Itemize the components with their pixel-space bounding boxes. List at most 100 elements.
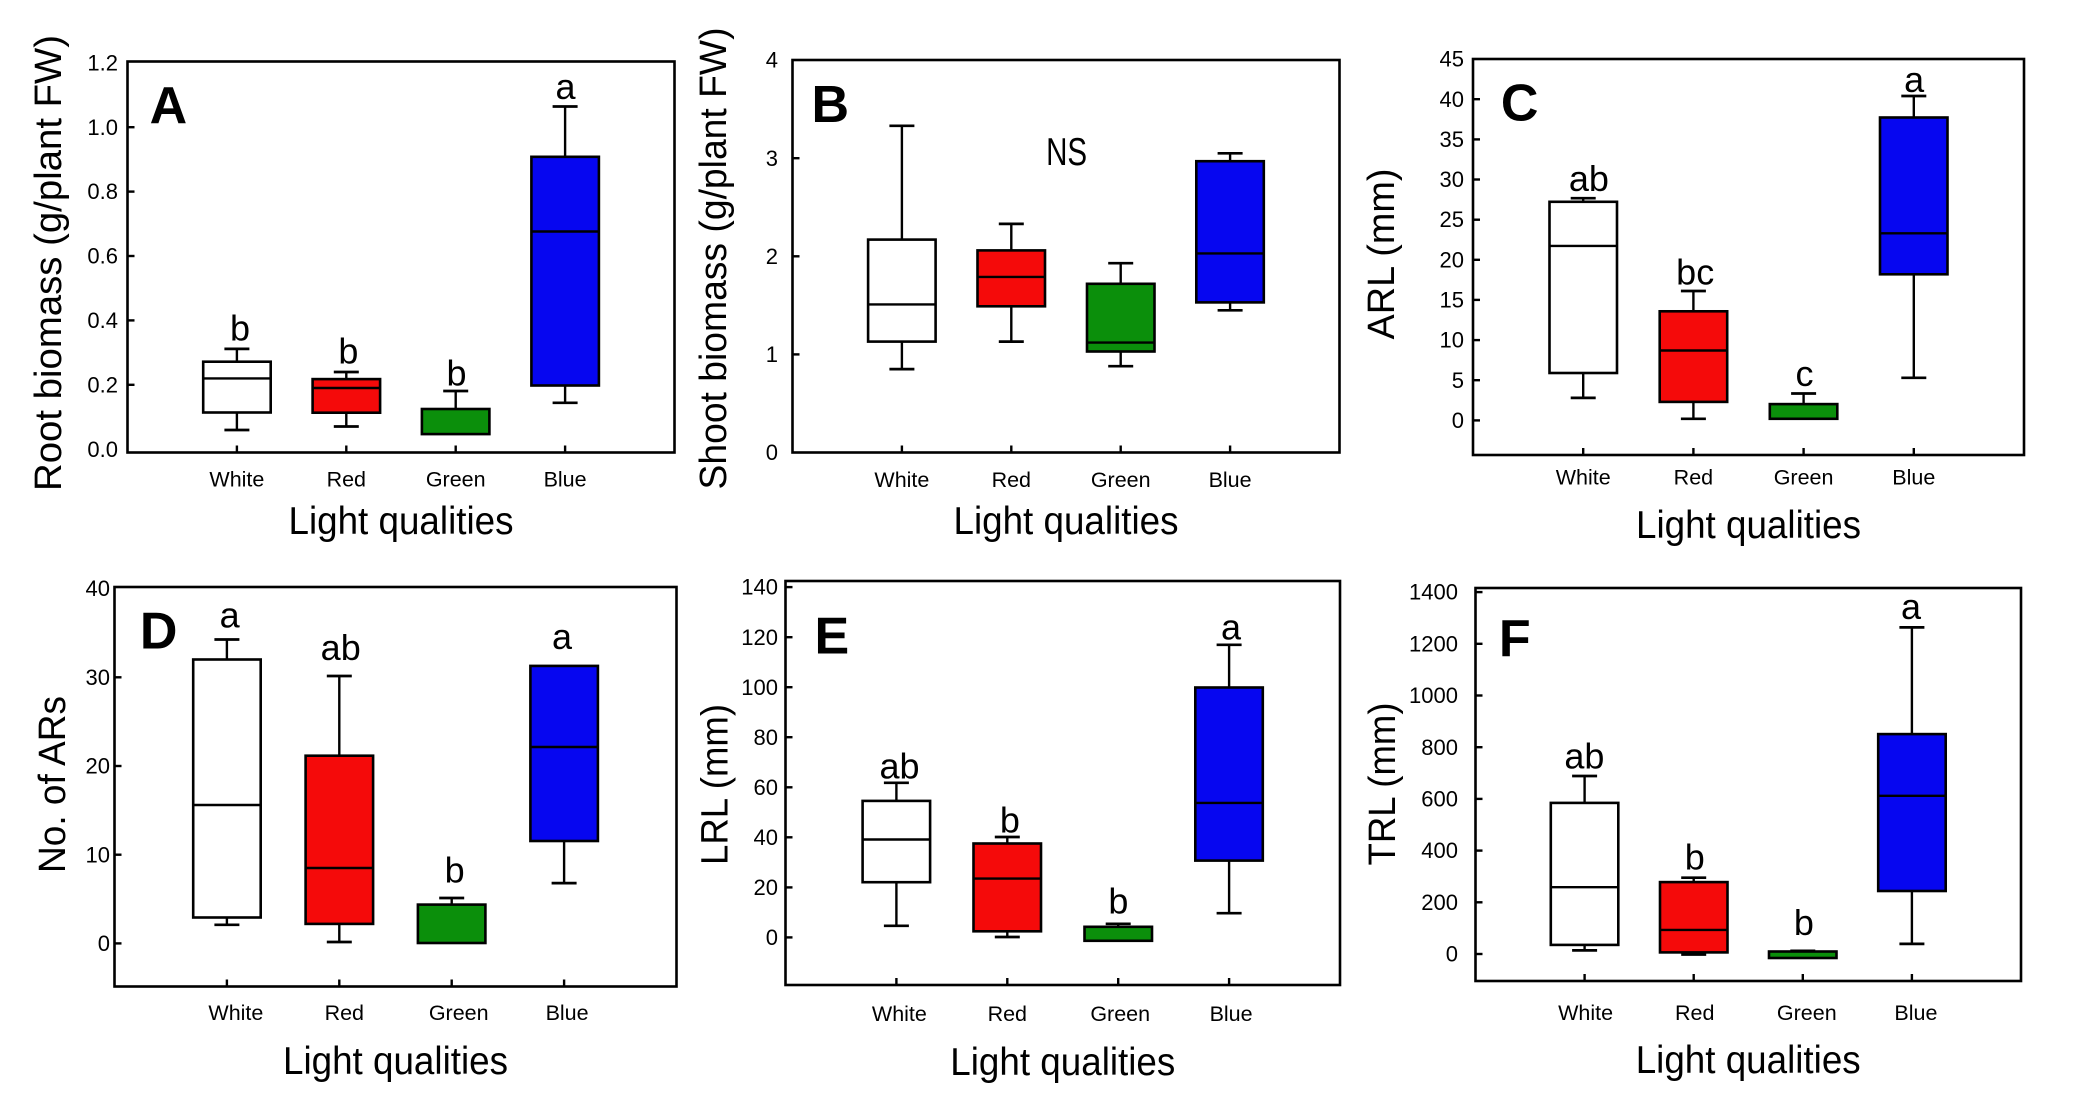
svg-text:D: D — [140, 603, 178, 661]
svg-text:1000: 1000 — [1409, 683, 1458, 708]
svg-text:b: b — [230, 308, 250, 349]
svg-text:LRL (mm): LRL (mm) — [695, 704, 737, 865]
svg-text:Blue: Blue — [1894, 1001, 1937, 1025]
svg-text:Red: Red — [1675, 1001, 1714, 1025]
svg-text:Green: Green — [1090, 1002, 1150, 1026]
svg-text:White: White — [1558, 1001, 1613, 1025]
svg-text:White: White — [209, 468, 264, 492]
svg-text:a: a — [555, 66, 576, 107]
svg-text:No. of ARs: No. of ARs — [32, 696, 74, 873]
svg-text:F: F — [1499, 610, 1531, 668]
svg-text:100: 100 — [741, 675, 778, 700]
svg-text:b: b — [446, 352, 466, 393]
svg-text:Red: Red — [988, 1002, 1027, 1026]
svg-text:80: 80 — [754, 725, 778, 750]
svg-text:800: 800 — [1421, 735, 1458, 760]
svg-text:1.0: 1.0 — [87, 115, 118, 140]
svg-text:0.8: 0.8 — [87, 179, 118, 204]
svg-text:ab: ab — [879, 746, 919, 787]
svg-text:Light qualities: Light qualities — [954, 500, 1179, 543]
svg-text:c: c — [1796, 353, 1814, 394]
svg-text:20: 20 — [1440, 247, 1464, 272]
svg-text:a: a — [1904, 59, 1925, 100]
svg-text:b: b — [445, 849, 465, 890]
svg-text:0: 0 — [766, 925, 778, 950]
svg-text:0: 0 — [1452, 408, 1464, 433]
svg-text:40: 40 — [754, 825, 778, 850]
svg-text:Blue: Blue — [1892, 466, 1935, 490]
svg-text:Red: Red — [327, 468, 366, 492]
svg-text:0.0: 0.0 — [87, 437, 118, 462]
svg-text:120: 120 — [741, 625, 778, 650]
svg-text:400: 400 — [1421, 838, 1458, 863]
svg-text:30: 30 — [1440, 167, 1464, 192]
svg-text:Red: Red — [992, 468, 1031, 492]
svg-text:2: 2 — [766, 244, 778, 269]
svg-text:b: b — [1685, 837, 1705, 878]
svg-text:Light qualities: Light qualities — [1636, 1039, 1861, 1082]
svg-text:ab: ab — [321, 627, 361, 668]
svg-text:B: B — [812, 76, 850, 134]
svg-text:C: C — [1501, 75, 1539, 133]
svg-text:Light qualities: Light qualities — [950, 1041, 1175, 1084]
svg-text:0.2: 0.2 — [87, 372, 118, 397]
svg-text:30: 30 — [86, 665, 110, 690]
svg-text:Root biomass (g/plant FW): Root biomass (g/plant FW) — [28, 35, 70, 491]
svg-text:10: 10 — [86, 842, 110, 867]
svg-text:ab: ab — [1569, 158, 1609, 199]
svg-text:5: 5 — [1452, 368, 1464, 393]
svg-text:White: White — [1556, 466, 1611, 490]
svg-text:TRL (mm): TRL (mm) — [1362, 703, 1404, 866]
svg-text:a: a — [220, 595, 241, 636]
svg-text:Blue: Blue — [1209, 468, 1252, 492]
svg-text:20: 20 — [86, 754, 110, 779]
svg-text:ab: ab — [1564, 735, 1604, 776]
svg-text:Green: Green — [426, 468, 486, 492]
svg-text:Blue: Blue — [546, 1001, 589, 1025]
svg-text:0.4: 0.4 — [87, 308, 118, 333]
svg-text:b: b — [1000, 800, 1020, 841]
svg-text:Light qualities: Light qualities — [283, 1040, 508, 1083]
svg-text:NS: NS — [1046, 131, 1087, 174]
svg-text:Blue: Blue — [1210, 1002, 1253, 1026]
svg-text:1200: 1200 — [1409, 631, 1458, 656]
svg-text:15: 15 — [1440, 288, 1464, 313]
svg-text:40: 40 — [1440, 87, 1464, 112]
svg-text:a: a — [552, 616, 573, 657]
svg-text:Green: Green — [429, 1001, 489, 1025]
svg-text:b: b — [1794, 902, 1814, 943]
svg-text:0: 0 — [1446, 942, 1458, 967]
svg-text:White: White — [208, 1001, 263, 1025]
svg-text:White: White — [872, 1002, 927, 1026]
svg-text:4: 4 — [766, 48, 778, 73]
svg-text:600: 600 — [1421, 787, 1458, 812]
svg-text:0.6: 0.6 — [87, 244, 118, 269]
svg-text:Green: Green — [1091, 468, 1151, 492]
svg-text:bc: bc — [1676, 251, 1714, 292]
svg-text:Red: Red — [1674, 466, 1713, 490]
svg-text:E: E — [814, 608, 849, 666]
svg-text:140: 140 — [741, 575, 778, 600]
svg-text:Shoot biomass (g/plant FW): Shoot biomass (g/plant FW) — [693, 28, 735, 490]
svg-text:10: 10 — [1440, 328, 1464, 353]
svg-text:1400: 1400 — [1409, 580, 1458, 605]
svg-text:200: 200 — [1421, 890, 1458, 915]
svg-text:White: White — [874, 468, 929, 492]
svg-text:a: a — [1221, 606, 1242, 647]
svg-text:Light qualities: Light qualities — [289, 500, 514, 543]
svg-text:ARL (mm): ARL (mm) — [1361, 169, 1403, 340]
svg-text:Light qualities: Light qualities — [1636, 504, 1861, 547]
svg-text:Red: Red — [325, 1001, 364, 1025]
svg-text:b: b — [1108, 880, 1128, 921]
svg-text:Green: Green — [1777, 1001, 1837, 1025]
svg-text:3: 3 — [766, 146, 778, 171]
svg-text:0: 0 — [98, 931, 110, 956]
svg-text:0: 0 — [766, 440, 778, 465]
svg-text:Green: Green — [1774, 466, 1834, 490]
svg-text:1.2: 1.2 — [87, 50, 118, 75]
svg-text:a: a — [1901, 586, 1922, 627]
svg-text:Blue: Blue — [544, 468, 587, 492]
svg-text:35: 35 — [1440, 127, 1464, 152]
svg-text:25: 25 — [1440, 207, 1464, 232]
svg-text:45: 45 — [1440, 47, 1464, 72]
